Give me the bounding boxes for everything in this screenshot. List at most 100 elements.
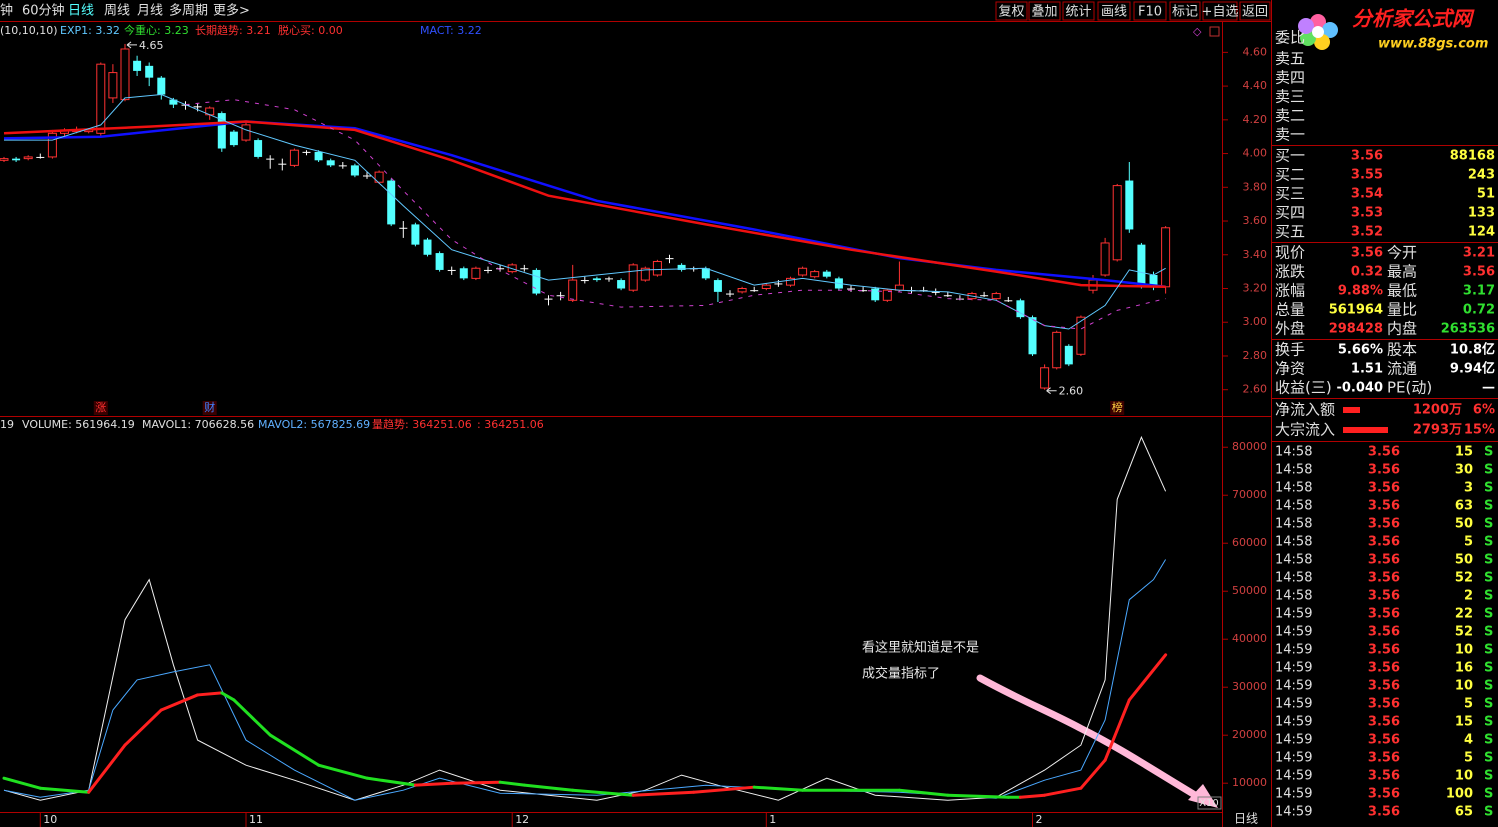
x-tick-label: 2 bbox=[1036, 813, 1043, 826]
candle-body bbox=[169, 99, 178, 105]
y-tick-label: 2.80 bbox=[1243, 349, 1268, 362]
tick-volume: 10 bbox=[1455, 643, 1473, 658]
volume-trend-segment bbox=[498, 780, 526, 787]
toolbar-button-frame[interactable] bbox=[1097, 1, 1131, 21]
period-tab[interactable]: 月线 bbox=[137, 4, 163, 19]
tick-volume: 15 bbox=[1455, 715, 1473, 730]
candle-body bbox=[1100, 242, 1110, 276]
toolbar-button[interactable]: 复权 bbox=[998, 4, 1024, 20]
candle-body bbox=[229, 131, 238, 146]
candle-body bbox=[423, 239, 432, 255]
pointer-arrow bbox=[976, 674, 1199, 799]
period-tab[interactable]: 更多> bbox=[213, 3, 250, 19]
tick-volume: 10 bbox=[1455, 679, 1473, 694]
event-label[interactable]: 财 bbox=[204, 400, 215, 414]
candle-body bbox=[496, 268, 505, 270]
y-tick-label: 70000 bbox=[1232, 488, 1267, 501]
bid-label: 买四 bbox=[1275, 204, 1305, 222]
toolbar-button-frame[interactable] bbox=[1202, 1, 1238, 21]
volume-trend-segment bbox=[631, 790, 696, 797]
tick-time: 14:59 bbox=[1275, 787, 1312, 802]
tick-price: 3.56 bbox=[1368, 679, 1400, 694]
tick-price: 3.56 bbox=[1368, 625, 1400, 640]
event-badge[interactable] bbox=[202, 401, 217, 415]
annotation: 看这里就知道是不是 bbox=[862, 640, 979, 656]
toolbar-button-frame[interactable] bbox=[1028, 1, 1061, 21]
toolbar-button[interactable]: 标记 bbox=[1172, 5, 1198, 20]
toolbar-button[interactable]: 叠加 bbox=[1031, 5, 1057, 20]
toolbar-button-frame[interactable] bbox=[1062, 1, 1095, 21]
candle-body bbox=[399, 227, 408, 229]
toolbar-button-frame[interactable] bbox=[1133, 1, 1167, 21]
y-tick-label: 3.40 bbox=[1243, 248, 1268, 261]
bid-volume: 88168 bbox=[1450, 149, 1495, 164]
candle-body bbox=[278, 163, 287, 165]
tick-volume: 100 bbox=[1446, 787, 1473, 802]
event-badge[interactable] bbox=[93, 401, 108, 415]
tick-price: 3.56 bbox=[1368, 607, 1400, 622]
tick-volume: 5 bbox=[1464, 535, 1473, 550]
toolbar-button-frame[interactable] bbox=[995, 1, 1028, 21]
legend-entry: MAVOL2: 567825.69 bbox=[258, 418, 370, 431]
stat-value: 5.66% bbox=[1338, 343, 1383, 358]
period-tab[interactable]: 多周期 bbox=[169, 3, 208, 19]
toolbar-button[interactable]: 画线 bbox=[1101, 5, 1127, 20]
tick-side: S bbox=[1484, 481, 1493, 496]
toolbar-button[interactable]: 统计 bbox=[1065, 5, 1091, 20]
candle-body bbox=[810, 271, 820, 278]
tick-price: 3.56 bbox=[1368, 715, 1400, 730]
volume-trend-segment bbox=[2, 776, 42, 790]
tick-side: S bbox=[1484, 805, 1493, 820]
stat-label: 涨跌 bbox=[1275, 263, 1305, 281]
event-badge[interactable] bbox=[1110, 401, 1125, 415]
candle-body bbox=[1052, 331, 1062, 369]
x-tick-label: 12 bbox=[515, 813, 529, 826]
tick-time: 14:58 bbox=[1275, 571, 1312, 586]
tick-time: 14:59 bbox=[1275, 751, 1312, 766]
toolbar-button[interactable]: 返回 bbox=[1242, 5, 1268, 20]
tick-time: 14:59 bbox=[1275, 769, 1312, 784]
candle-body bbox=[1125, 180, 1134, 230]
stat-label: PE(动) bbox=[1387, 379, 1432, 397]
stat-value: 298428 bbox=[1329, 322, 1383, 337]
stat-label: 量比 bbox=[1387, 301, 1417, 319]
period-tab[interactable]: 60分钟 bbox=[22, 3, 65, 19]
stat-label: 总量 bbox=[1275, 301, 1305, 319]
ask-label: 卖一 bbox=[1275, 126, 1305, 144]
period-tab[interactable]: 日线 bbox=[68, 4, 94, 19]
period-tab[interactable]: 钟 bbox=[0, 3, 13, 19]
tick-price: 3.56 bbox=[1368, 481, 1400, 496]
candle-body bbox=[822, 271, 831, 277]
toolbar-button-frame[interactable] bbox=[1169, 1, 1201, 21]
tick-side: S bbox=[1484, 445, 1493, 460]
candle-body bbox=[193, 106, 202, 108]
tick-price: 3.56 bbox=[1368, 733, 1400, 748]
tick-volume: 16 bbox=[1455, 661, 1473, 676]
event-label[interactable]: 涨 bbox=[95, 401, 106, 414]
tick-volume: 63 bbox=[1455, 499, 1473, 514]
ask-label: 卖三 bbox=[1275, 88, 1305, 106]
period-label: 日线 bbox=[1234, 812, 1258, 826]
toolbar-button[interactable]: F10 bbox=[1138, 5, 1162, 20]
tick-price: 3.56 bbox=[1368, 517, 1400, 532]
stat-label: 涨幅 bbox=[1275, 282, 1305, 300]
y-tick-label: 3.00 bbox=[1243, 315, 1268, 328]
candle-body bbox=[652, 261, 662, 276]
period-tab[interactable]: 周线 bbox=[104, 4, 130, 19]
tick-side: S bbox=[1484, 517, 1493, 532]
tick-price: 3.56 bbox=[1368, 445, 1400, 460]
tick-price: 3.56 bbox=[1368, 553, 1400, 568]
event-label[interactable]: 榜 bbox=[1112, 400, 1123, 414]
candle-body bbox=[254, 140, 263, 157]
candle-body bbox=[338, 165, 347, 167]
candle-body bbox=[859, 290, 868, 292]
toolbar-button[interactable]: +自选 bbox=[1202, 5, 1239, 20]
pointer-arrow-head bbox=[1188, 784, 1218, 808]
volume-trend-segment bbox=[159, 693, 200, 712]
tick-time: 14:59 bbox=[1275, 679, 1312, 694]
tick-volume: 15 bbox=[1455, 445, 1473, 460]
tick-price: 3.56 bbox=[1368, 787, 1400, 802]
stat-label: 最低 bbox=[1387, 282, 1417, 300]
toolbar-button-frame[interactable] bbox=[1239, 1, 1271, 21]
legend-entry: EXP1: 3.32 bbox=[60, 24, 120, 37]
